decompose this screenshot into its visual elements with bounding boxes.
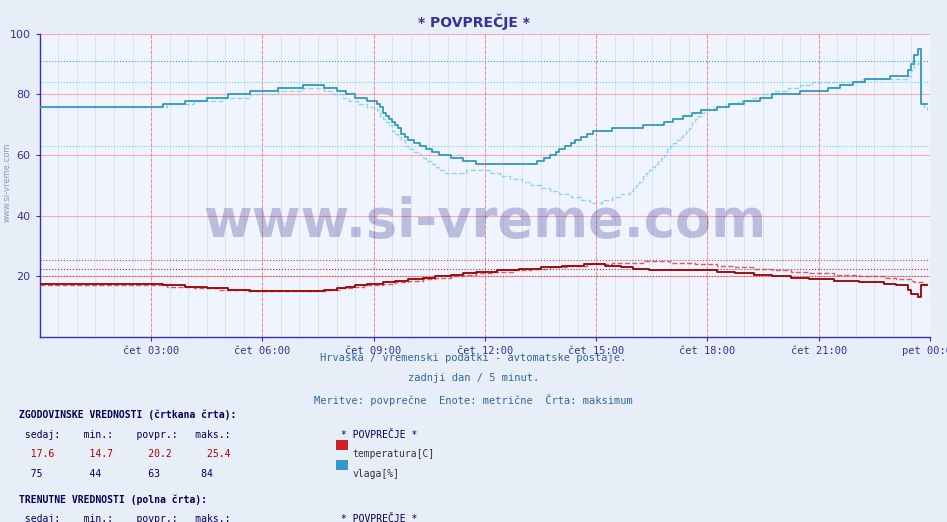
Text: Meritve: povprečne  Enote: metrične  Črta: maksimum: Meritve: povprečne Enote: metrične Črta:… (314, 394, 633, 406)
Text: www.si-vreme.com: www.si-vreme.com (3, 143, 12, 222)
Text: sedaj:    min.:    povpr.:   maks.:: sedaj: min.: povpr.: maks.: (19, 514, 230, 522)
Text: sedaj:    min.:    povpr.:   maks.:: sedaj: min.: povpr.: maks.: (19, 430, 230, 440)
Text: * POVPREČJE *: * POVPREČJE * (341, 430, 418, 440)
Text: ZGODOVINSKE VREDNOSTI (črtkana črta):: ZGODOVINSKE VREDNOSTI (črtkana črta): (19, 410, 237, 420)
Text: * POVPREČJE *: * POVPREČJE * (418, 13, 529, 30)
Text: 75        44        63       84: 75 44 63 84 (19, 469, 213, 479)
Text: temperatura[C]: temperatura[C] (352, 449, 435, 459)
Text: zadnji dan / 5 minut.: zadnji dan / 5 minut. (408, 373, 539, 383)
Text: * POVPREČJE *: * POVPREČJE * (341, 514, 418, 522)
Text: www.si-vreme.com: www.si-vreme.com (204, 196, 766, 247)
Text: vlaga[%]: vlaga[%] (352, 469, 400, 479)
Text: Hrvaška / vremenski podatki - avtomatske postaje.: Hrvaška / vremenski podatki - avtomatske… (320, 352, 627, 363)
Text: TRENUTNE VREDNOSTI (polna črta):: TRENUTNE VREDNOSTI (polna črta): (19, 494, 207, 505)
Text: 17.6      14.7      20.2      25.4: 17.6 14.7 20.2 25.4 (19, 449, 230, 459)
